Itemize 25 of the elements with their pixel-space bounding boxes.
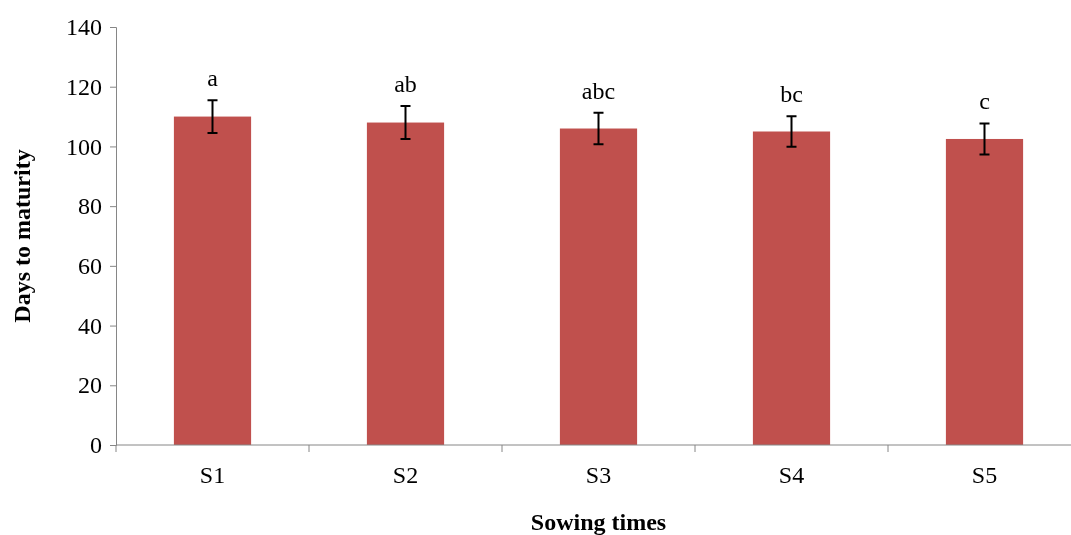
bar [366, 122, 445, 445]
y-tick-label: 80 [78, 193, 102, 220]
y-tick-label: 0 [90, 432, 102, 459]
x-tick-label: S5 [971, 462, 998, 488]
y-tick-label: 100 [66, 133, 102, 160]
x-tick-label: S4 [778, 462, 805, 488]
y-tick-label: 20 [78, 372, 102, 399]
x-tick-label: S2 [392, 462, 419, 488]
bar [752, 131, 831, 445]
x-axis-title: Sowing times [530, 509, 667, 535]
annotation: abc [581, 77, 616, 104]
annotation: bc [780, 81, 803, 108]
y-tick-label: 140 [66, 14, 102, 41]
y-tick-label: 120 [66, 73, 102, 100]
bar [945, 138, 1024, 445]
bar [173, 116, 252, 445]
x-tick-label: S1 [199, 462, 226, 488]
y-tick-label: 40 [78, 312, 102, 339]
y-axis-title: Days to maturity [9, 149, 35, 323]
annotation: a [207, 65, 219, 92]
x-tick-label: S3 [585, 462, 612, 488]
annotation: ab [394, 71, 417, 98]
y-tick-label: 60 [78, 253, 102, 280]
annotation: c [979, 88, 990, 115]
bar [559, 128, 638, 445]
